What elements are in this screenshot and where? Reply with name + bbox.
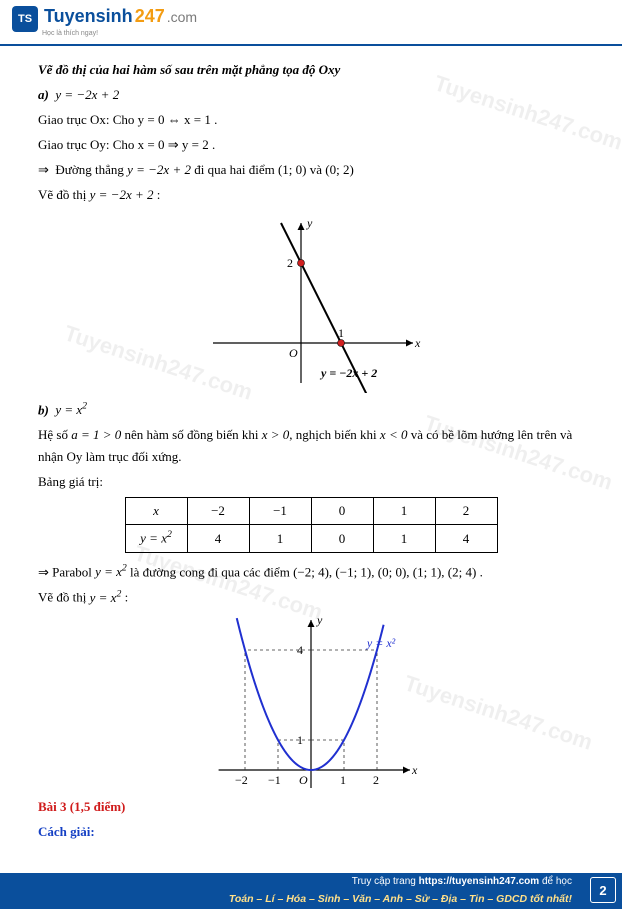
svg-text:−1: −1 [268, 773, 281, 787]
table-cell: 2 [435, 498, 497, 525]
svg-text:1: 1 [297, 733, 303, 747]
svg-text:y = −2x + 2: y = −2x + 2 [319, 366, 377, 380]
page-content: Vẽ đồ thị của hai hàm số sau trên mặt ph… [0, 46, 622, 843]
logo-badge-icon: TS [12, 6, 38, 32]
logo-tagline: Học là thích ngay! [42, 30, 610, 37]
table-cell: 1 [249, 525, 311, 552]
table-cell: −2 [187, 498, 249, 525]
parabol-pts: (−2; 4), (−1; 1), (0; 0), (1; 1), (2; 4) [293, 564, 476, 579]
part-a-label: a) [38, 87, 49, 102]
svg-text:1: 1 [340, 773, 346, 787]
part-a-draw-pre: Vẽ đồ thị [38, 187, 90, 202]
page-header: TS Tuyensinh247.com Học là thích ngay! [0, 0, 622, 46]
svg-text:4: 4 [297, 643, 303, 657]
footer-top-post: để học [539, 876, 572, 887]
logo-text-domain: .com [167, 9, 197, 25]
page-footer: Truy cập trang https://tuyensinh247.com … [0, 873, 622, 909]
coef-mid2: , nghịch biến khi [289, 427, 380, 442]
parabol-post: . [476, 564, 483, 579]
part-b-draw-fn: y = x2 [90, 590, 122, 605]
footer-url: https://tuyensinh247.com [419, 876, 540, 887]
svg-text:O: O [299, 773, 308, 787]
part-a-oy: Giao trục Oy: Cho x = 0 ⇒ y = 2 . [38, 134, 584, 156]
logo-text-suffix: 247 [135, 6, 165, 27]
arrow-icon: ⇒ [38, 162, 49, 177]
table-row: x −2 −1 0 1 2 [125, 498, 497, 525]
table-cell: 4 [187, 525, 249, 552]
coef-mid: nên hàm số đồng biến khi [121, 427, 261, 442]
part-b-fn: y = x2 [55, 402, 87, 417]
logo-text-main: Tuyensinh [44, 6, 133, 27]
part-a-line-pre: Đường thẳng [55, 162, 127, 177]
table-cell: x [125, 498, 187, 525]
bai3-heading: Bài 3 (1,5 điểm) [38, 796, 584, 818]
footer-top-pre: Truy cập trang [352, 876, 419, 887]
cond2: x < 0 [380, 427, 408, 442]
logo: TS Tuyensinh247.com [12, 6, 610, 32]
svg-text:2: 2 [373, 773, 379, 787]
table-cell: 4 [435, 525, 497, 552]
page: Tuyensinh247.com Tuyensinh247.com Tuyens… [0, 0, 622, 843]
graph-a-container: xyO21y = −2x + 2 [38, 213, 584, 393]
table-cell: 1 [373, 525, 435, 552]
table-cell: 0 [311, 498, 373, 525]
svg-text:O: O [289, 346, 298, 360]
value-table: x −2 −1 0 1 2 y = x2 4 1 0 1 4 [125, 497, 498, 553]
table-cell: 1 [373, 498, 435, 525]
svg-text:x: x [411, 763, 418, 777]
table-cell: −1 [249, 498, 311, 525]
table-label: Bảng giá trị: [38, 471, 584, 493]
graph-b-container: x y O −2 −1 1 2 1 4 y = x² [38, 615, 584, 790]
cond1: x > 0 [262, 427, 290, 442]
cachgiai-label: Cách giải: [38, 821, 584, 843]
table-cell: 0 [311, 525, 373, 552]
parabol-mid: là đường cong đi qua các điểm [127, 564, 293, 579]
graph-a: xyO21y = −2x + 2 [201, 213, 421, 393]
part-b-label: b) [38, 402, 49, 417]
footer-bottom-line: Toán – Lí – Hóa – Sinh – Văn – Anh – Sử … [229, 893, 572, 905]
table-row: y = x2 4 1 0 1 4 [125, 525, 497, 552]
parabol-pre: ⇒ Parabol [38, 564, 95, 579]
part-a-line-post: đi qua hai điểm (1; 0) và (0; 2) [191, 162, 354, 177]
svg-text:y: y [306, 216, 313, 230]
svg-text:−2: −2 [235, 773, 248, 787]
graph-b: x y O −2 −1 1 2 1 4 y = x² [201, 615, 421, 790]
part-a-draw-fn: y = −2x + 2 [90, 187, 154, 202]
parabol-fn: y = x2 [95, 564, 127, 579]
coef: a = 1 > 0 [71, 427, 121, 442]
svg-text:2: 2 [287, 256, 293, 270]
svg-text:y: y [316, 615, 323, 627]
page-number: 2 [590, 877, 616, 903]
svg-text:y = x²: y = x² [366, 636, 396, 650]
coef-pre: Hệ số [38, 427, 71, 442]
table-cell: y = x2 [125, 525, 187, 552]
part-a-ox: Giao trục Ox: Cho y = 0 ⇔ x = 1 . [38, 109, 584, 131]
part-a-draw-post: : [154, 187, 161, 202]
part-b-draw-post: : [121, 590, 128, 605]
part-b-draw-pre: Vẽ đồ thị [38, 590, 90, 605]
footer-top-line: Truy cập trang https://tuyensinh247.com … [352, 876, 572, 887]
part-a-line-fn: y = −2x + 2 [127, 162, 191, 177]
part-a-fn: y = −2x + 2 [55, 87, 119, 102]
section-title: Vẽ đồ thị của hai hàm số sau trên mặt ph… [38, 62, 340, 77]
svg-text:x: x [414, 336, 421, 350]
